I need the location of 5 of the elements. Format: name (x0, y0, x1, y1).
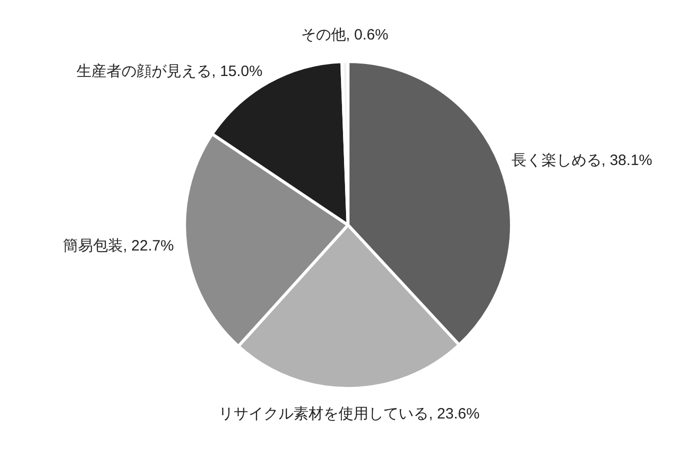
slice-label: 長く楽しめる, 38.1% (511, 152, 652, 170)
slice-label: 生産者の顔が見える, 15.0% (76, 62, 262, 80)
slice-label: 簡易包装, 22.7% (62, 238, 174, 255)
slice-label: リサイクル素材を使用している, 23.6% (218, 406, 480, 423)
slice-label: その他, 0.6% (300, 26, 388, 44)
